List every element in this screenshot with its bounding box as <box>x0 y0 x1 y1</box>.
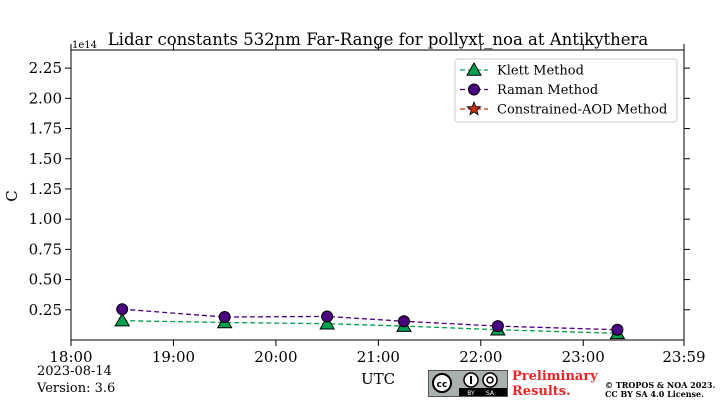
series-line-0 <box>122 320 618 335</box>
date-text: 2023-08-14 <box>37 364 112 379</box>
y-tick-label: 1.00 <box>29 210 62 228</box>
plot-area <box>70 49 685 341</box>
y-axis-label: C <box>3 190 21 201</box>
cc-license-badge: cc BY SA <box>428 370 508 397</box>
copyright-line-2: CC BY SA 4.0 License. <box>605 389 704 399</box>
badge-sa-text: SA <box>486 390 495 396</box>
y-tick-label: 0.50 <box>29 271 62 289</box>
data-point <box>321 310 334 323</box>
version-text: Version: 3.6 <box>37 381 116 396</box>
legend-label: Constrained-AOD Method <box>497 103 667 118</box>
sa-icon <box>482 372 498 388</box>
svg-text:cc: cc <box>437 380 448 390</box>
y-tick-label: 1.25 <box>29 180 62 198</box>
legend-box <box>454 58 678 123</box>
y-tick-label: 1.75 <box>29 120 62 138</box>
data-point <box>114 312 131 327</box>
data-point <box>116 303 129 316</box>
y-tick-label: 0.75 <box>29 240 62 258</box>
series-line-1 <box>122 308 618 331</box>
x-tick-label: 23:59 <box>662 348 705 366</box>
y-offset-label: 1e14 <box>72 40 97 51</box>
data-point <box>218 311 231 324</box>
legend: Klett Method Raman Method Constrained-AOD … <box>454 58 678 123</box>
legend-label: Raman Method <box>497 83 598 98</box>
legend-label: Klett Method <box>497 64 584 79</box>
x-tick-label: 18:00 <box>49 348 92 366</box>
preliminary-line-2: Results. <box>512 384 571 399</box>
y-tick-label: 2.00 <box>29 89 62 107</box>
legend-marker <box>466 61 482 76</box>
y-tick-label: 1.50 <box>29 150 62 168</box>
x-axis-label: UTC <box>361 370 395 388</box>
x-tick-label: 21:00 <box>357 348 400 366</box>
chart-title: Lidar constants 532nm Far-Range for poll… <box>108 30 649 49</box>
x-axis: 18:00 19:00 20:00 21:00 22:00 23:00 23:59 <box>49 44 706 366</box>
x-tick-label: 23:00 <box>562 348 605 366</box>
y-tick-label: 0.25 <box>29 301 62 319</box>
copyright-line-1: © TROPOS & NOA 2023. <box>605 380 716 390</box>
x-tick-label: 19:00 <box>152 348 195 366</box>
data-point <box>491 320 504 333</box>
y-axis: 0.25 0.50 0.75 1.00 1.25 1.50 1.75 2.00 2.25 <box>29 59 690 319</box>
x-tick-label: 20:00 <box>254 348 297 366</box>
preliminary-line-1: Preliminary <box>512 369 598 384</box>
legend-marker <box>466 100 482 116</box>
data-point <box>319 315 335 330</box>
badge-by-text: BY <box>467 390 475 396</box>
preliminary-notice: Preliminary Results. <box>512 369 598 399</box>
copyright-notice: © TROPOS & NOA 2023. CC BY SA 4.0 Licens… <box>605 381 715 399</box>
cc-icon <box>432 373 452 393</box>
y-tick-label: 2.25 <box>29 59 62 77</box>
x-tick-label: 22:00 <box>459 348 502 366</box>
series-layer <box>114 303 626 340</box>
data-point <box>611 323 624 336</box>
legend-marker <box>468 83 480 96</box>
data-point <box>397 315 410 328</box>
